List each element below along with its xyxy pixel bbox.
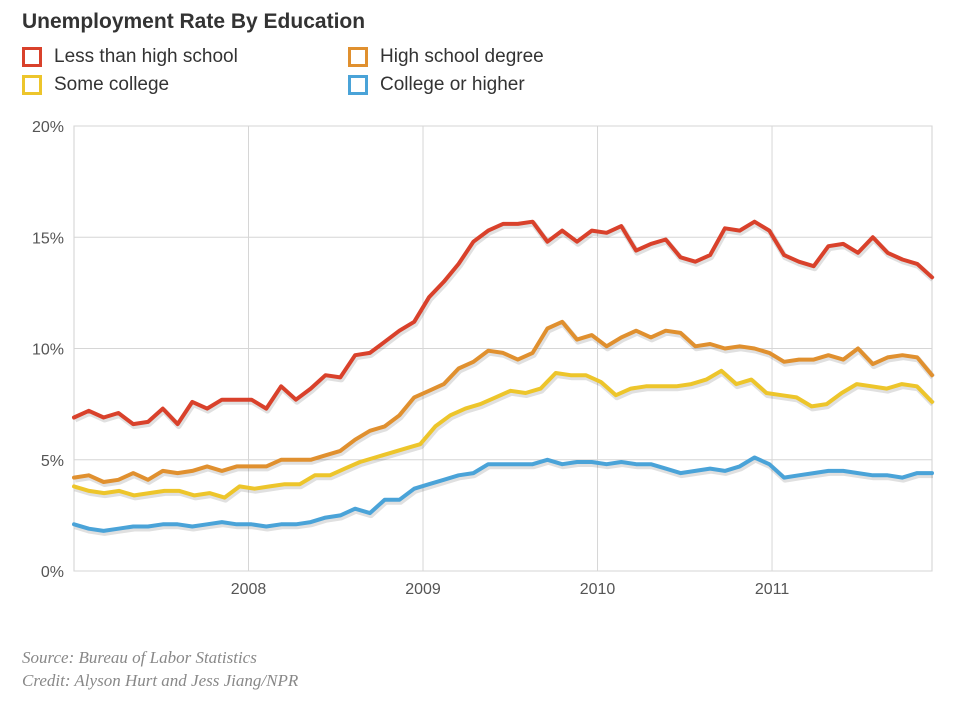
legend-label: High school degree (380, 46, 544, 67)
y-tick-label: 0% (41, 564, 64, 581)
credit-note: Credit: Alyson Hurt and Jess Jiang/NPR (22, 671, 299, 690)
y-tick-label: 20% (32, 119, 64, 136)
legend-swatch-less-than-high-school (22, 47, 42, 67)
legend-item-less-than-high-school: Less than high school (22, 46, 238, 68)
legend-swatch-college-or-higher (348, 75, 368, 95)
legend-item-college-or-higher: College or higher (348, 74, 525, 96)
series-line-some-college (72, 368, 934, 500)
x-tick-label: 2008 (231, 581, 267, 598)
x-tick-label: 2011 (755, 581, 790, 598)
source-note: Source: Bureau of Labor Statistics (22, 648, 257, 667)
legend-item-high-school-degree: High school degree (348, 46, 544, 68)
y-tick-label: 10% (32, 342, 64, 359)
chart-area: 0% 5% 10% 15% 20% 2008 2009 2010 2011 (0, 110, 960, 610)
series-line-college-or-higher (72, 455, 934, 533)
x-tick-label: 2009 (405, 581, 441, 598)
x-tick-label: 2010 (580, 581, 616, 598)
legend-label: Some college (54, 74, 170, 95)
chart-title: Unemployment Rate By Education (22, 10, 366, 33)
legend: Less than high school High school degree… (22, 46, 722, 102)
chart-footer: Source: Bureau of Labor Statistics Credi… (22, 646, 298, 692)
legend-swatch-high-school-degree (348, 47, 368, 67)
series-line-less-than-high-school (72, 219, 934, 427)
legend-swatch-some-college (22, 75, 42, 95)
y-tick-label: 15% (32, 230, 64, 247)
legend-label: Less than high school (54, 46, 238, 67)
series-line-high-school-degree (72, 319, 934, 484)
y-tick-label: 5% (41, 453, 64, 470)
legend-item-some-college: Some college (22, 74, 169, 96)
legend-label: College or higher (380, 74, 525, 95)
line-chart: 0% 5% 10% 15% 20% 2008 2009 2010 2011 (32, 119, 936, 598)
